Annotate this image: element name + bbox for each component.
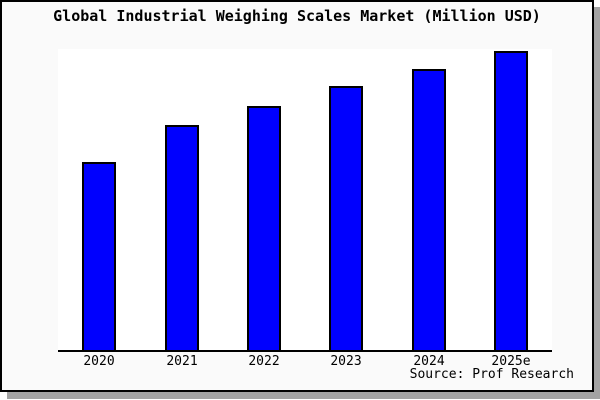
bar-2022 — [247, 106, 281, 350]
bar-2021 — [165, 125, 199, 350]
x-tick-label-2025e: 2025e — [491, 354, 531, 369]
x-axis-labels: 2020 2021 2022 2023 2024 2025e — [2, 354, 592, 370]
source-credit: Source: Prof Research — [409, 367, 574, 382]
x-tick-label-2022: 2022 — [248, 354, 280, 369]
bar-2025e — [494, 51, 528, 350]
bar-2023 — [329, 86, 363, 350]
x-tick-label-2023: 2023 — [330, 354, 362, 369]
plot-area — [58, 49, 552, 352]
chart-frame: Global Industrial Weighing Scales Market… — [0, 0, 594, 392]
x-tick-label-2021: 2021 — [166, 354, 198, 369]
x-tick-label-2024: 2024 — [413, 354, 445, 369]
chart-title: Global Industrial Weighing Scales Market… — [53, 7, 541, 25]
bar-2020 — [82, 162, 116, 350]
x-tick-label-2020: 2020 — [83, 354, 115, 369]
bar-2024 — [412, 69, 446, 350]
